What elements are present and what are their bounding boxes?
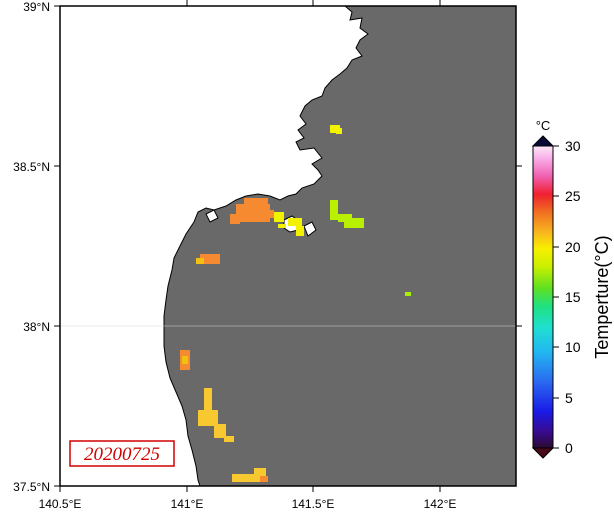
lon-tick-label: 141°E xyxy=(171,497,204,511)
lon-tick-label: 141.5°E xyxy=(292,497,335,511)
colorbar-unit: °C xyxy=(536,118,551,133)
sea-area xyxy=(163,5,517,487)
lon-tick-label: 142°E xyxy=(424,497,457,511)
lat-tick-label: 38.5°N xyxy=(13,160,50,174)
colorbar-ticks xyxy=(553,145,559,449)
lat-tick-label: 38°N xyxy=(23,320,50,334)
lat-tick-label: 39°N xyxy=(23,0,50,14)
colorbar-tick-label: 25 xyxy=(565,188,581,204)
date-label-box xyxy=(69,440,175,467)
colorbar-tick-label: 20 xyxy=(565,239,581,255)
lon-tick-label: 140.5°E xyxy=(39,497,82,511)
sst-pixels xyxy=(180,125,411,482)
map-frame xyxy=(59,5,517,487)
colorbar-tick-label: 0 xyxy=(565,440,573,456)
colorbar-tick-label: 15 xyxy=(565,289,581,305)
x-axis-ticks xyxy=(59,0,441,492)
colorbar-tick-label: 10 xyxy=(565,339,581,355)
colorbar-tick-label: 30 xyxy=(565,138,581,154)
y-axis-ticks xyxy=(54,5,522,487)
island xyxy=(303,221,317,237)
colorbar xyxy=(532,145,554,449)
colorbar-title: Temperture(°C) xyxy=(592,235,612,358)
island xyxy=(205,209,219,223)
colorbar-min-triangle xyxy=(531,447,555,459)
date-label: 20200725 xyxy=(84,444,160,465)
colorbar-tick-label: 5 xyxy=(565,390,573,406)
lat-tick-label: 37.5°N xyxy=(13,480,50,494)
colorbar-max-triangle xyxy=(531,135,555,147)
